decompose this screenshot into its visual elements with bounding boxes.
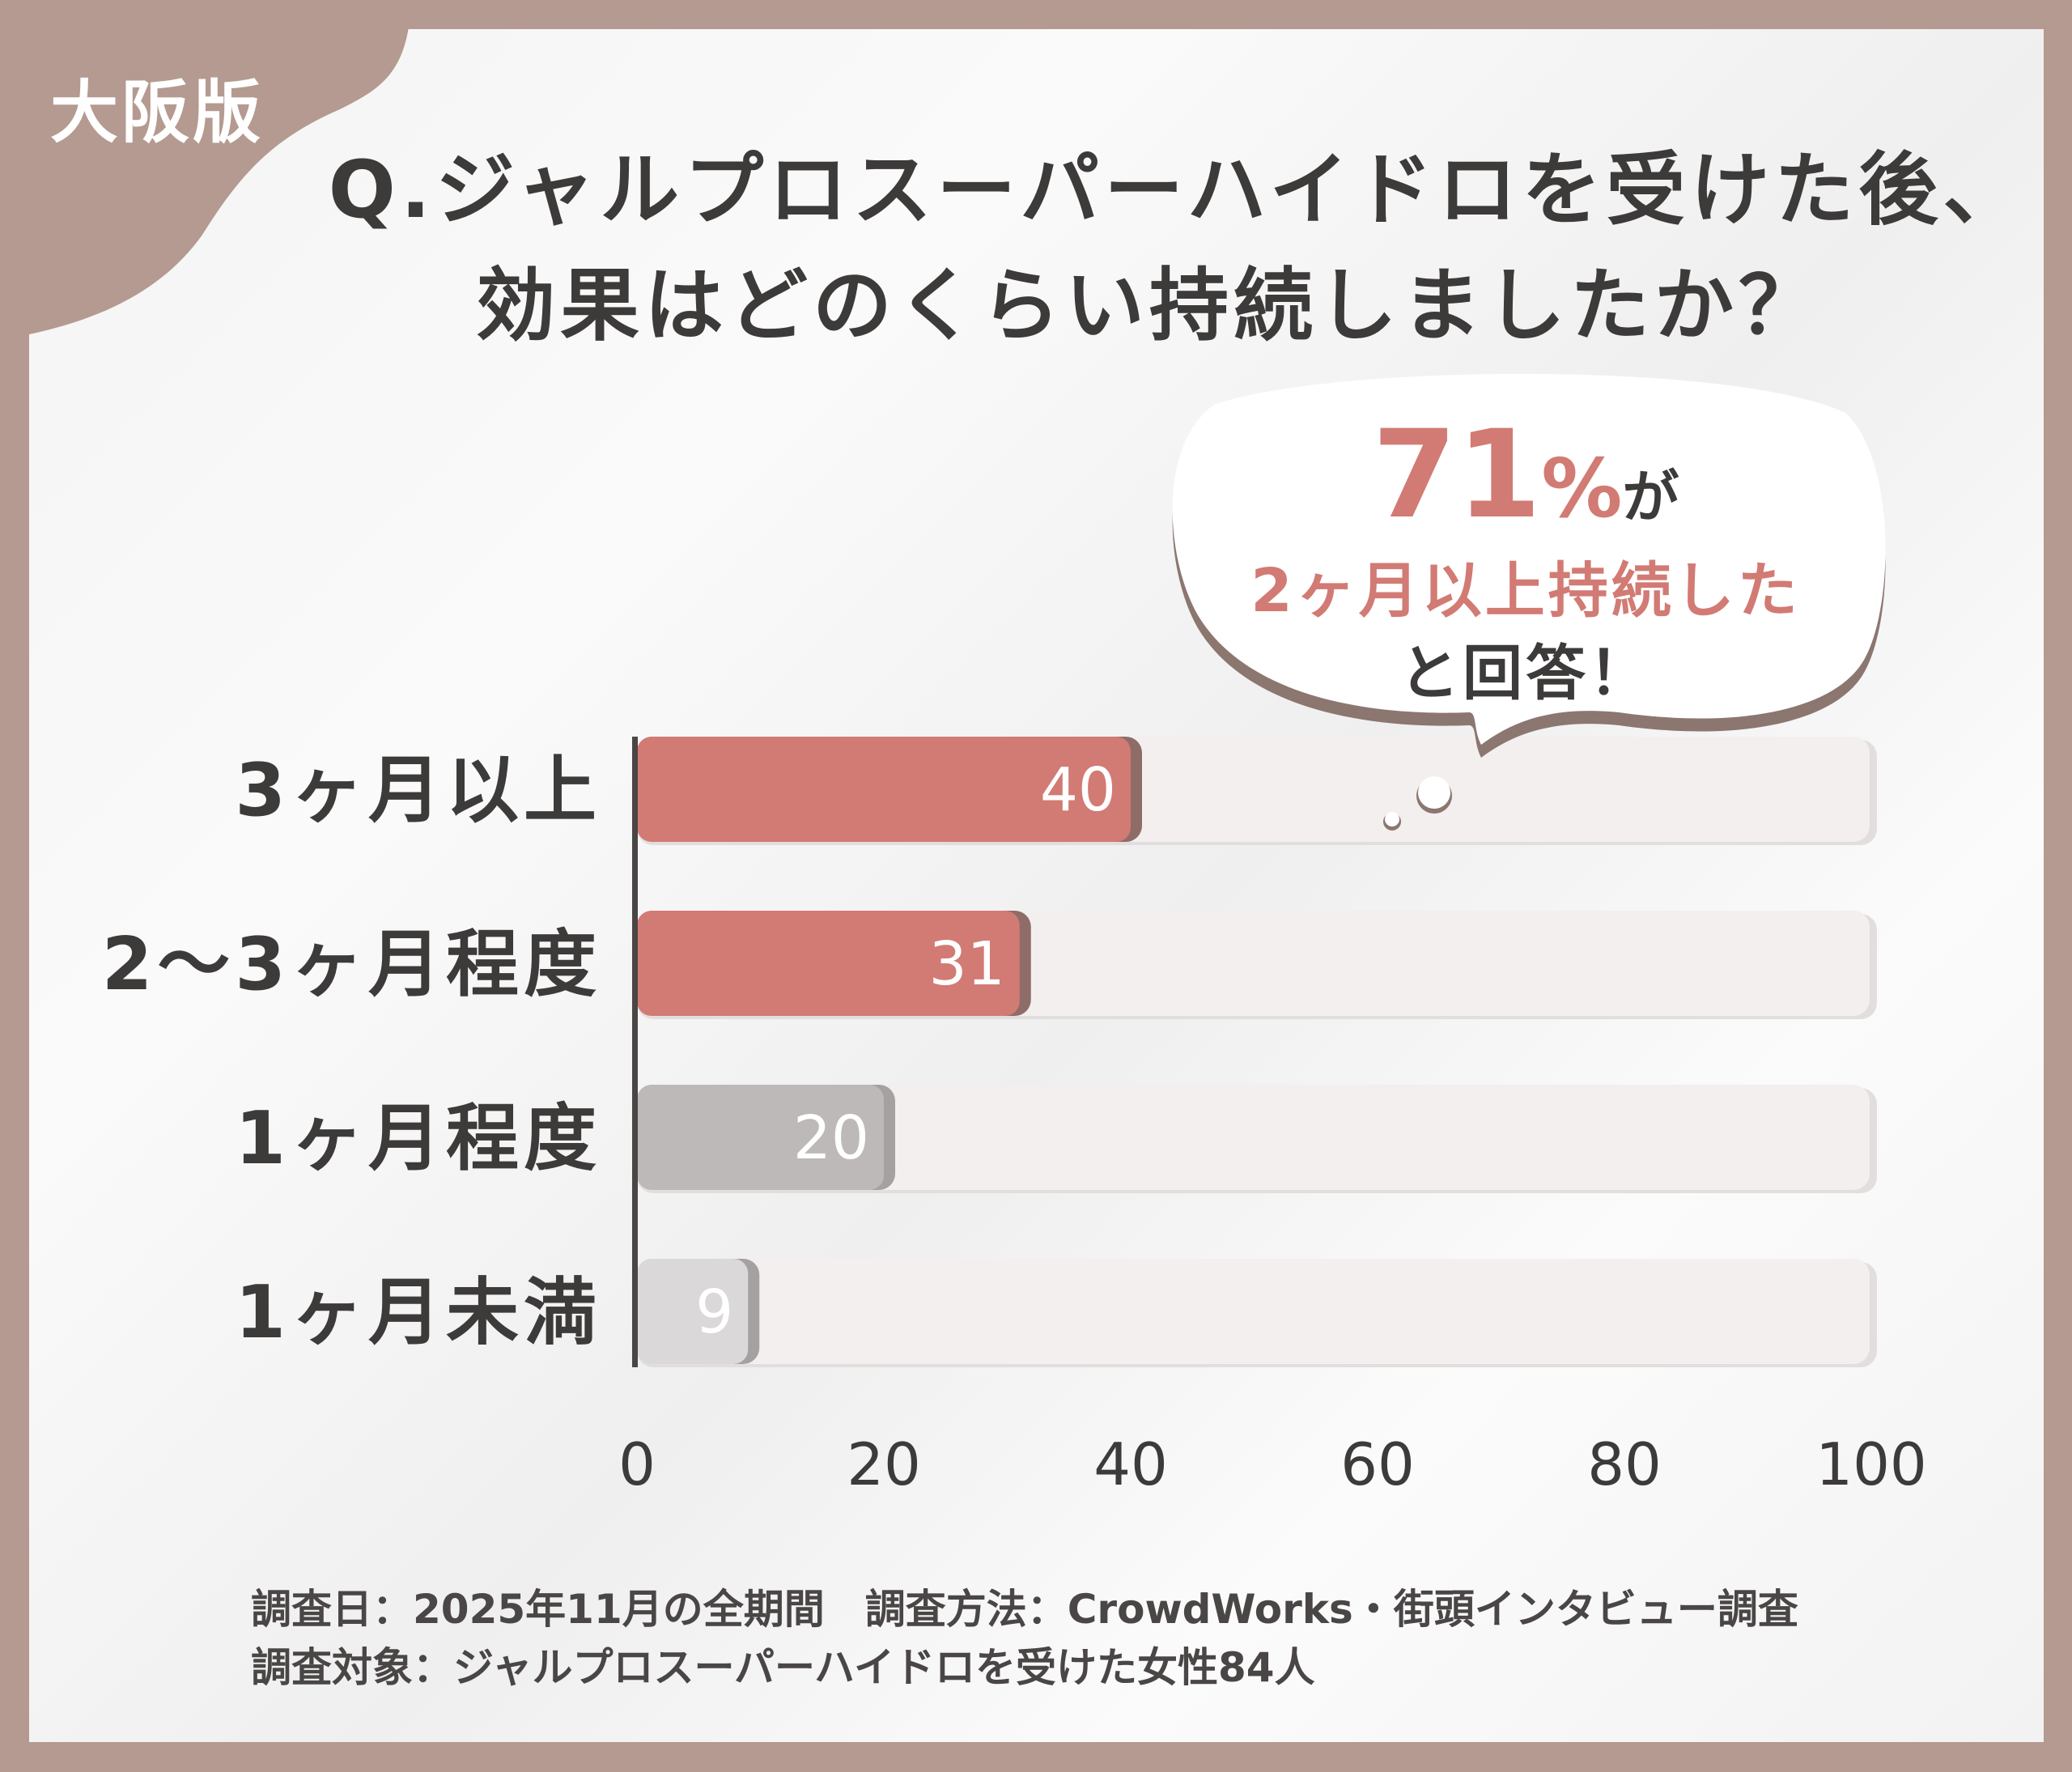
bar [637, 1259, 749, 1364]
category-label: 1ヶ月程度 [235, 1096, 601, 1181]
region-badge: 大阪版 [50, 73, 265, 152]
survey-info-line2: 調査対象：ジャルプロスーパーハイドロを受けた女性84人 [251, 1644, 1315, 1691]
speech-bubble [1172, 373, 1886, 758]
bar [637, 737, 1131, 842]
callout-percent: 71%が [1166, 405, 1886, 546]
bar-track [637, 1259, 1870, 1364]
x-tick-label: 20 [847, 1430, 921, 1498]
bar [637, 911, 1020, 1016]
bar-value-label: 31 [929, 929, 1005, 999]
x-tick-label: 60 [1340, 1430, 1415, 1498]
category-label: 3ヶ月以上 [235, 748, 601, 833]
bar [637, 1085, 884, 1190]
category-label: 2〜3ヶ月程度 [102, 922, 601, 1007]
x-tick-label: 80 [1587, 1430, 1662, 1498]
question-title-line2: 効果はどのくらい持続しましたか？ [475, 260, 1823, 352]
survey-info-line1: 調査日：2025年11月の全期間 調査方法：CrowdWorks・街頭インタビュ… [251, 1586, 1798, 1633]
bar-value-label: 20 [793, 1103, 869, 1173]
callout-line3: と回答！ [1399, 639, 1652, 708]
callout-particle: が [1622, 464, 1679, 530]
bar-track [637, 1085, 1870, 1190]
callout-percent-value: 71 [1372, 405, 1542, 546]
x-tick-label: 40 [1093, 1430, 1168, 1498]
thought-dots-icon [1383, 776, 1452, 831]
x-tick-label: 0 [618, 1430, 656, 1498]
corner-badge-shape [0, 0, 411, 340]
callout-percent-sign: % [1541, 441, 1623, 536]
bar-value-label: 9 [695, 1277, 733, 1347]
x-tick-label: 100 [1815, 1430, 1926, 1498]
bar-value-label: 40 [1040, 755, 1116, 825]
callout-line2: 2ヶ月以上持続した [1250, 556, 1801, 626]
background-panel [29, 29, 2044, 1742]
question-title-line1: Q.ジャルプロスーパーハイドロを受けた後、 [328, 144, 2027, 236]
category-label: 1ヶ月未満 [235, 1270, 601, 1355]
y-axis-line [632, 737, 638, 1367]
